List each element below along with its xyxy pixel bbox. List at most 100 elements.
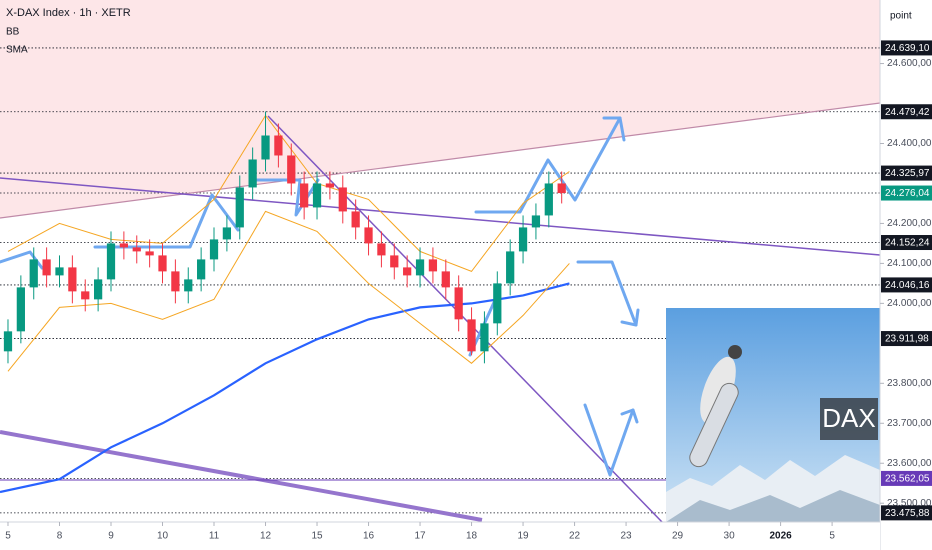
x-tick-label: 10	[157, 531, 169, 542]
snowboard-image: DAX	[666, 308, 880, 522]
forecast-arrows	[0, 116, 640, 477]
candle-body	[506, 251, 515, 284]
image-rider	[700, 356, 736, 424]
x-tick-label: 18	[466, 531, 478, 542]
price-level-label: 24.152,24	[885, 238, 930, 249]
arrow	[474, 116, 622, 214]
arrow	[576, 260, 638, 327]
trend-line	[0, 177, 881, 256]
price-level-box	[881, 165, 932, 181]
candle-body	[403, 267, 412, 276]
y-tick-label: 23.600,00	[887, 458, 932, 469]
candle-body	[531, 215, 541, 228]
candle-body	[441, 271, 450, 288]
price-level-label: 24.639,10	[885, 43, 930, 54]
price-level-label: 23.475,88	[885, 508, 930, 519]
price-level-label: 23.562,05	[885, 474, 930, 485]
candle-body	[390, 255, 399, 268]
price-level-label: 24.276,04	[885, 188, 930, 199]
arrow	[93, 193, 240, 249]
x-tick-label: 22	[569, 531, 581, 542]
price-level-box	[881, 505, 932, 521]
x-tick-label: 9	[108, 531, 114, 542]
arrow	[583, 403, 635, 477]
price-level-box	[881, 40, 932, 56]
trend-line	[0, 430, 483, 522]
candle-body	[119, 243, 128, 248]
candle-body	[132, 247, 141, 252]
candle-body	[428, 259, 438, 272]
candle-body	[518, 227, 528, 252]
x-tick-label: 12	[260, 531, 272, 542]
candle-body	[94, 279, 103, 300]
candle-body	[42, 259, 51, 276]
x-tick-label: 23	[621, 531, 633, 542]
candle-body	[3, 331, 13, 352]
y-axis-label: point	[890, 11, 912, 22]
candle-body	[145, 251, 154, 256]
x-tick-label: 8	[57, 531, 63, 542]
resistance-zone	[0, 0, 880, 218]
candle-body	[158, 255, 167, 272]
price-level-label: 24.479,42	[885, 107, 930, 118]
y-tick-label: 24.100,00	[887, 258, 932, 269]
price-level-label: 24.325,97	[885, 168, 930, 179]
candle-body	[312, 183, 322, 208]
price-level-label: 24.046,16	[885, 280, 930, 291]
candle-body	[209, 239, 219, 260]
candle-body	[184, 279, 193, 292]
price-level-box	[881, 470, 932, 486]
candle-body	[364, 227, 373, 244]
x-tick-label: 11	[209, 531, 220, 542]
candle-body	[106, 243, 116, 280]
candle-body	[415, 259, 425, 276]
x-tick-label: 5	[829, 531, 835, 542]
indicator-label: SMA	[6, 45, 28, 56]
price-level-label: 23.911,98	[885, 334, 929, 345]
arrow	[0, 250, 44, 270]
price-level-box	[881, 331, 932, 347]
candle-body	[235, 187, 244, 228]
candle-body	[544, 183, 553, 216]
trend-line	[0, 102, 881, 219]
candle-body	[68, 267, 77, 292]
x-tick-label: 15	[311, 531, 323, 542]
x-tick-label: 19	[517, 531, 529, 542]
arrow	[620, 408, 639, 424]
candle-body	[454, 287, 463, 320]
drawings	[0, 102, 881, 523]
x-tick-label: 30	[724, 531, 736, 542]
caption-box	[820, 398, 878, 440]
price-level-box	[881, 104, 932, 120]
y-tick-label: 24.400,00	[887, 138, 932, 149]
y-tick-label: 24.200,00	[887, 218, 932, 229]
candle-body	[480, 323, 489, 352]
candle-body	[557, 183, 566, 194]
image-mountains	[666, 490, 880, 522]
candle-body	[261, 135, 270, 160]
arrow	[620, 308, 640, 327]
candle-body	[300, 183, 309, 208]
price-level-box	[881, 235, 932, 251]
indicator-line	[0, 282, 570, 494]
y-tick-label: 24.000,00	[887, 298, 932, 309]
candle-body	[493, 283, 502, 324]
arrow	[602, 116, 626, 142]
x-tick-label: 5	[5, 531, 11, 542]
indicator-line	[7, 210, 570, 372]
candle-body	[467, 319, 476, 352]
candle-body	[377, 243, 386, 256]
y-tick-label: 23.800,00	[887, 378, 932, 389]
image-board	[689, 382, 739, 468]
y-tick-label: 24.600,00	[887, 58, 932, 69]
x-tick-label: 16	[363, 531, 375, 542]
x-tick-label: 2026	[769, 531, 792, 542]
x-tick-label: 29	[672, 531, 684, 542]
price-level-box	[881, 185, 932, 201]
image-helmet	[728, 345, 742, 359]
image-caption: DAX	[822, 403, 875, 433]
candle-body	[351, 211, 360, 228]
candle-body	[248, 159, 257, 188]
time-axis	[0, 522, 880, 550]
